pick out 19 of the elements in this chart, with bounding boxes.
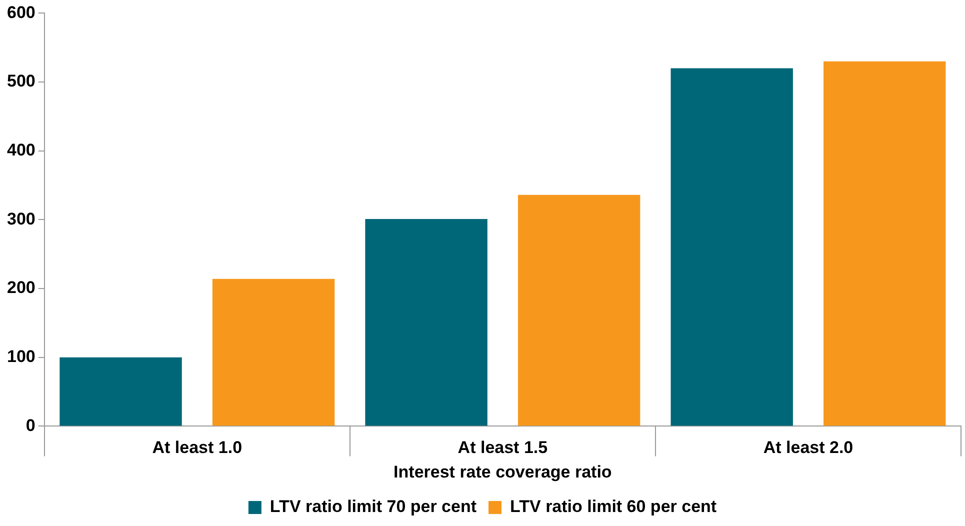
y-tick-label: 400 xyxy=(6,140,36,160)
y-tick-label: 200 xyxy=(6,278,36,298)
bar xyxy=(212,278,335,426)
x-tick-label: At least 2.0 xyxy=(763,438,854,458)
y-tick-label: 0 xyxy=(26,416,36,435)
bar xyxy=(365,219,488,426)
bar xyxy=(670,68,793,426)
x-axis-title: Interest rate coverage ratio xyxy=(394,462,612,482)
legend-label: LTV ratio limit 70 per cent xyxy=(270,497,477,516)
x-tick-label: At least 1.0 xyxy=(152,438,242,458)
y-tick-label: 500 xyxy=(6,72,36,91)
y-tick-label: 600 xyxy=(6,2,36,22)
bar xyxy=(60,357,182,426)
bar xyxy=(518,194,640,426)
y-tick-label: 100 xyxy=(6,347,36,366)
y-tick-label: 300 xyxy=(6,209,36,228)
bar xyxy=(824,61,946,426)
legend-label: LTV ratio limit 60 per cent xyxy=(510,497,717,516)
x-tick-label: At least 1.5 xyxy=(458,438,548,458)
